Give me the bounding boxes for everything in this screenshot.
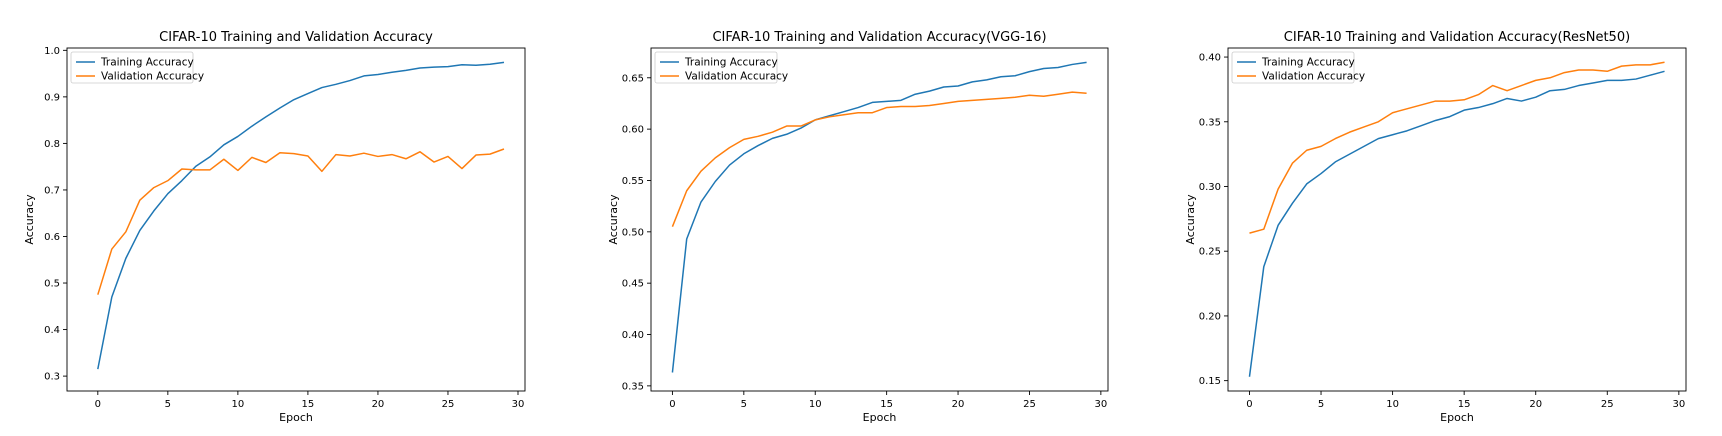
x-tick-label: 15 [1458,399,1471,410]
x-tick-label: 10 [1386,399,1399,410]
series-line-training [97,61,505,370]
x-tick-label: 20 [372,399,385,410]
legend: Training Accuracy Validation Accuracy [654,51,788,84]
x-tick-label: 10 [232,399,245,410]
chart-title: CIFAR-10 Training and Validation Accurac… [712,30,1046,45]
x-tick-label: 15 [880,399,893,410]
y-tick-label: 0.55 [622,176,644,187]
x-tick-label: 25 [1023,399,1036,410]
plot-frame [1227,47,1687,392]
legend: Training Accuracy Validation Accuracy [1231,51,1365,84]
legend-box [70,51,194,84]
chart-title: CIFAR-10 Training and Validation Accurac… [159,30,433,45]
series-line-validation [97,148,505,295]
y-tick-label: 0.35 [1199,117,1221,128]
x-tick-label: 0 [669,399,675,410]
y-tick-label: 1.0 [44,46,60,57]
x-tick-label: 5 [741,399,747,410]
series-line-validation [671,91,1087,227]
series-line-validation [1249,61,1665,234]
x-tick-label: 0 [95,399,101,410]
y-tick-label: 0.35 [622,381,644,392]
plot-frame [66,47,526,392]
chart-3: CIFAR-10 Training and Validation Accurac… [1184,30,1687,424]
y-axis-label: Accuracy [607,194,620,245]
legend-box [654,51,778,84]
series-line-training [671,61,1087,373]
y-tick-label: 0.15 [1199,376,1221,387]
y-tick-label: 0.60 [622,125,644,136]
y-tick-label: 0.9 [44,92,60,103]
x-tick-label: 25 [1601,399,1614,410]
legend-entry: Validation Accuracy [101,71,204,83]
y-tick-label: 0.25 [1199,247,1221,258]
y-tick-label: 0.20 [1199,311,1221,322]
x-tick-label: 5 [1318,399,1324,410]
x-tick-label: 15 [302,399,315,410]
y-tick-label: 0.4 [44,325,60,336]
y-tick-label: 0.7 [44,185,60,196]
y-tick-label: 0.50 [622,227,644,238]
legend-entry: Training Accuracy [1261,57,1355,69]
y-tick-label: 0.8 [44,139,60,150]
plot-frame [650,47,1109,392]
x-tick-label: 30 [1672,399,1685,410]
chart-1: CIFAR-10 Training and Validation Accurac… [23,30,526,424]
legend-entry: Validation Accuracy [685,71,788,83]
y-tick-label: 0.40 [1199,53,1221,64]
legend-entry: Training Accuracy [100,57,194,69]
x-tick-label: 30 [512,399,525,410]
y-axis-label: Accuracy [23,194,36,245]
x-tick-label: 20 [952,399,965,410]
legend-entry: Validation Accuracy [1262,71,1365,83]
legend-box [1231,51,1355,84]
x-axis-label: Epoch [279,411,313,424]
y-tick-label: 0.3 [44,372,60,383]
legend-entry: Training Accuracy [684,57,778,69]
chart-2: CIFAR-10 Training and Validation Accurac… [607,30,1109,424]
y-tick-label: 0.45 [622,279,644,290]
x-tick-label: 5 [165,399,171,410]
x-tick-label: 30 [1094,399,1107,410]
y-tick-label: 0.6 [44,232,60,243]
y-tick-label: 0.5 [44,279,60,290]
x-tick-label: 20 [1529,399,1542,410]
y-axis-label: Accuracy [1184,194,1197,245]
x-tick-label: 10 [809,399,822,410]
legend: Training Accuracy Validation Accuracy [70,51,204,84]
x-tick-label: 25 [442,399,455,410]
y-tick-label: 0.65 [622,73,644,84]
y-tick-label: 0.40 [622,330,644,341]
x-axis-label: Epoch [1440,411,1474,424]
y-tick-label: 0.30 [1199,182,1221,193]
x-tick-label: 0 [1246,399,1252,410]
series-line-training [1248,70,1665,377]
x-axis-label: Epoch [863,411,897,424]
chart-title: CIFAR-10 Training and Validation Accurac… [1284,30,1630,45]
